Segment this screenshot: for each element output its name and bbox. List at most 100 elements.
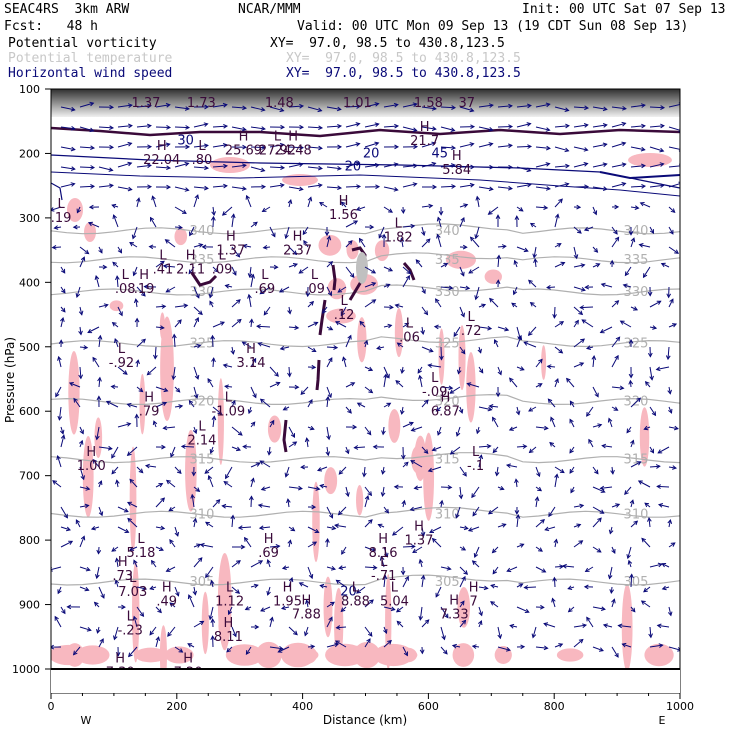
wind-vector (326, 566, 336, 570)
wind-vector-head (70, 166, 76, 171)
wind-vector-head (494, 471, 500, 477)
pv-extremum-mark: L (57, 197, 65, 212)
wind-vector-head (331, 525, 337, 531)
wind-vector-head (94, 274, 100, 281)
wind-vector-head (497, 634, 503, 640)
wind-vector-head (383, 628, 388, 634)
wind-vector-head (83, 345, 89, 350)
wind-vector-head (310, 644, 316, 650)
wind-vector-head (97, 376, 102, 382)
wind-vector-head (661, 563, 667, 568)
pv-shading (218, 615, 227, 637)
wind-vector (326, 601, 335, 608)
pv-extremum-value: 7.88 (292, 607, 321, 622)
wind-vector (307, 146, 322, 149)
wind-vector (649, 406, 656, 416)
wind-vector (288, 366, 291, 377)
wind-vector-head (99, 638, 104, 644)
wind-vector-head (274, 372, 279, 377)
wind-vector (516, 246, 528, 252)
wind-vector (263, 246, 271, 249)
x-tick-label: 600 (418, 700, 439, 713)
wind-vector (222, 505, 233, 508)
wind-vector (535, 546, 543, 552)
wind-vector-head (644, 502, 650, 508)
wind-vector-head (428, 203, 434, 209)
wind-vector-head (358, 237, 364, 243)
wind-vector (155, 386, 168, 392)
wind-vector (476, 196, 480, 208)
wind-vector (193, 244, 203, 248)
wind-vector-head (294, 325, 300, 330)
wind-vector (455, 506, 461, 518)
wind-vector-head (621, 642, 627, 648)
wind-vector (204, 466, 214, 474)
wind-vector (478, 366, 484, 373)
pv-extremum-value: .09 (304, 282, 325, 297)
wind-vector-head (488, 103, 494, 108)
wind-vector-head (665, 355, 671, 361)
wind-vector-head (403, 461, 409, 467)
wind-vector-head (381, 430, 386, 436)
wind-vector-head (522, 444, 528, 449)
wind-vector-head (153, 354, 158, 360)
wind-vector-head (355, 142, 361, 147)
wind-vector-head (151, 195, 156, 201)
wind-vector-head (469, 142, 475, 147)
wind-vector (643, 586, 651, 593)
wind-vector (492, 546, 499, 553)
wind-vector-head (515, 513, 521, 519)
wind-vector (622, 643, 632, 648)
wind-vector (326, 125, 342, 128)
wind-vector (402, 576, 409, 588)
wind-vector-head (439, 355, 444, 361)
wind-vector (364, 638, 371, 648)
wind-vector (136, 606, 144, 617)
wind-vector (516, 184, 531, 188)
pv-extremum-mark: H (162, 581, 172, 596)
wind-vector (440, 286, 453, 289)
wind-vector-head (260, 107, 266, 112)
wind-vector (668, 426, 678, 430)
wind-vector-head (554, 378, 559, 383)
pv-extremum-mark: H (264, 532, 274, 547)
wind-vector-head (583, 162, 589, 167)
wind-vector-head (508, 143, 513, 149)
wind-vector (363, 466, 366, 477)
wind-vector-head (298, 162, 304, 167)
wind-vector-head (247, 409, 253, 415)
wind-vector-head (250, 273, 255, 279)
wind-vector-head (248, 495, 254, 501)
wind-vector-head (537, 486, 543, 492)
wind-vector-head (72, 224, 78, 230)
wind-vector-head (393, 484, 399, 490)
pv-shading (185, 429, 197, 512)
theta-contour (51, 452, 680, 464)
wind-vector-head (109, 183, 114, 189)
wind-vector (569, 401, 575, 408)
wind-vector-head (59, 429, 65, 435)
wind-vector (193, 317, 199, 328)
wind-vector-head (258, 525, 264, 531)
wind-vector (568, 606, 575, 613)
wind-vector-head (72, 650, 78, 656)
wind-vector-head (508, 426, 514, 431)
wind-vector (550, 417, 556, 428)
wind-vector (248, 294, 252, 308)
wind-vector (440, 185, 456, 188)
wind-vector (440, 346, 442, 360)
wind-vector (668, 406, 672, 414)
wind-vector-head (410, 427, 416, 432)
wind-vector-head (532, 253, 537, 259)
wind-vector-head (304, 631, 309, 637)
wind-vector (630, 104, 645, 108)
pv-extremum-mark: H (283, 581, 293, 596)
wind-vector-head (158, 546, 164, 551)
wind-vector (79, 166, 95, 169)
wind-vector (630, 461, 641, 468)
wind-vector (231, 626, 237, 637)
pv-extremum-value: 5.04 (380, 595, 409, 610)
wind-vector-head (122, 370, 128, 375)
wind-vector-head (472, 511, 477, 517)
wind-vector (440, 606, 449, 618)
